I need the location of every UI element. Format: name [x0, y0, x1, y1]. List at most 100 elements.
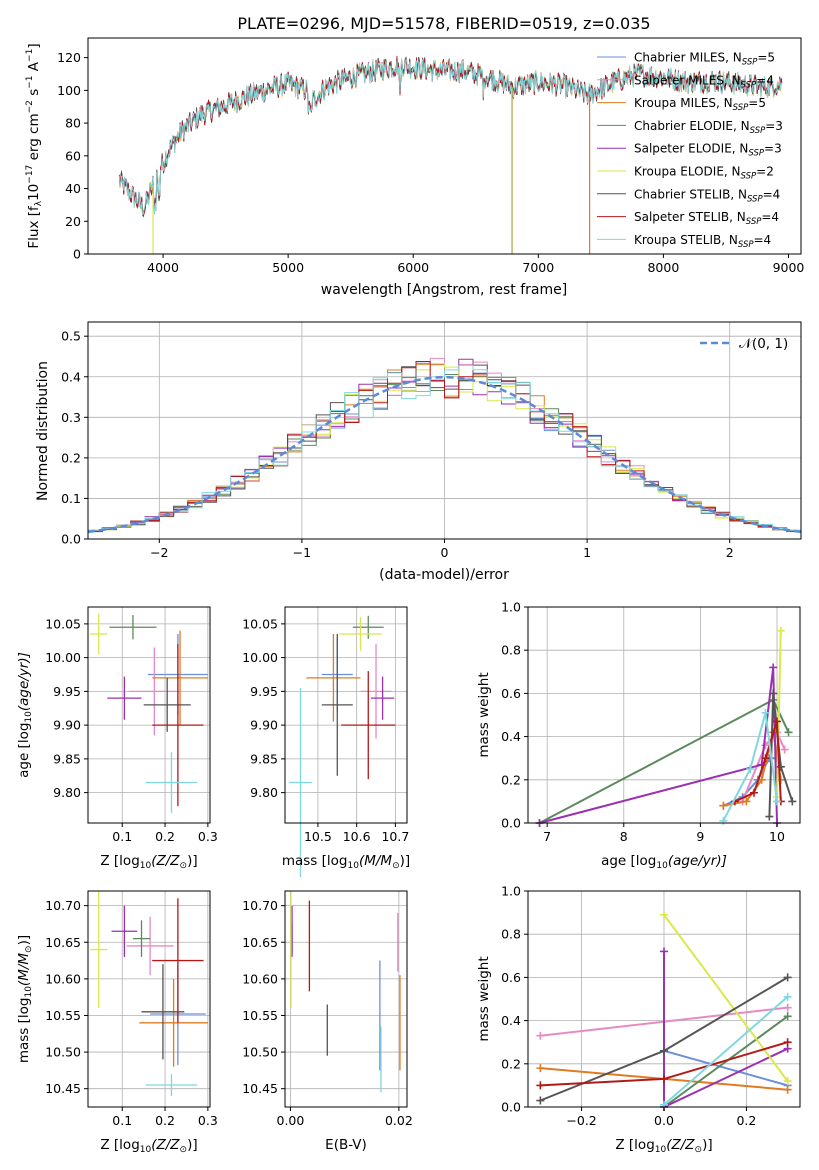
y-tick-label: 0.5	[61, 329, 81, 344]
age-vs-mass-grid	[285, 607, 407, 823]
y-tick-label: 10.45	[242, 1081, 278, 1096]
x-tick-label: 0.0	[654, 1113, 674, 1128]
x-tick-label: 0.3	[198, 829, 218, 844]
y-tick-label: 100	[57, 83, 81, 98]
y-tick-label: 10.65	[242, 935, 278, 950]
weight-marker	[765, 812, 774, 821]
x-tick-label: 6000	[397, 260, 429, 275]
x-tick-label: 4000	[147, 260, 179, 275]
age-vs-Z-axes-frame	[87, 606, 211, 824]
x-tick-label: 8000	[647, 260, 679, 275]
age-vs-mass-panel: 10.5 10.6 10.7 9.809.859.909.9510.0010.05 …	[242, 606, 410, 877]
mass-vs-Z-panel: 0.1 0.2 0.3 10.45 10.50 10.55 10.60 10.65 10.70…	[16, 890, 218, 1155]
y-tick-label: 9.80	[53, 785, 81, 800]
y-tick-label: 10.70	[45, 898, 81, 913]
weight-line	[539, 698, 790, 824]
weight-marker	[660, 910, 668, 919]
weight-marker	[783, 1038, 792, 1047]
y-tick-label: 0.2	[501, 1056, 521, 1071]
weight-marker	[742, 797, 751, 806]
mass-vs-Z-y-ticks: 10.45 10.50 10.55 10.60 10.65 10.70	[45, 898, 88, 1096]
weight-marker	[773, 797, 782, 806]
spectrum-y-label: Flux [fλ10−17 erg cm−2 s−1 A−1]	[25, 43, 44, 248]
y-tick-label: 60	[65, 148, 81, 163]
age-vs-Z-x-ticks: 0.1 0.2 0.3	[112, 823, 218, 844]
y-tick-label: 10.60	[45, 971, 81, 986]
weight-marker	[769, 689, 778, 698]
spectrum-legend: Chabrier MILES, NSSP=5 Salpeter MILES, NS…	[597, 51, 783, 250]
y-tick-label: 9.90	[250, 718, 278, 733]
x-tick-label: 10.7	[381, 829, 409, 844]
x-tick-label: 8	[620, 829, 628, 844]
weight-line	[539, 667, 778, 824]
weight-marker	[784, 728, 793, 737]
weight-marker	[769, 663, 778, 672]
histogram-step	[88, 364, 801, 531]
x-tick-label: 0.1	[112, 829, 132, 844]
x-tick-label: 0.2	[736, 1113, 756, 1128]
weight-marker	[783, 1012, 792, 1021]
weight-vs-Z-y-ticks: 0.0 0.2 0.4 0.6 0.8 1.0	[501, 884, 528, 1115]
mass-vs-EBV-axes-frame	[284, 890, 408, 1108]
x-tick-label: 7	[543, 829, 551, 844]
mass-vs-EBV-panel: 0.00 0.02 10.4510.5010.5510.6010.6510.70 …	[242, 890, 413, 1153]
residual-x-label: (data-model)/error	[379, 567, 509, 583]
y-tick-label: 9.95	[53, 684, 81, 699]
y-tick-label: 10.00	[242, 650, 278, 665]
residual-panel: −2 −1 0 1 2 0.0 0.1 0.2 0.3 0.4 0.5 (data-model)/…	[35, 321, 802, 583]
age-vs-mass-y-ticks: 9.80 9.85 9.90 9.95 10.00 10.05	[242, 616, 285, 800]
y-tick-label: 1.0	[501, 600, 521, 615]
weight-marker	[536, 1096, 545, 1105]
mass-vs-EBV-y-ticks: 10.45 10.50 10.55 10.60 10.65 10.70	[242, 898, 285, 1096]
weight-vs-age-axes-frame	[527, 606, 801, 824]
y-tick-label: 0.8	[501, 643, 521, 658]
spectrum-axes-frame	[87, 37, 802, 255]
age-vs-Z-y-label: age [log10(age/yr)]	[16, 652, 34, 778]
weight-marker	[660, 1046, 668, 1055]
residual-y-ticks: 0.0 0.1 0.2 0.3 0.4 0.5	[61, 329, 88, 547]
legend-entry-label: Salpeter ELODIE, NSSP=3	[634, 142, 782, 159]
weight-marker	[783, 1003, 792, 1012]
y-tick-label: 9.85	[53, 751, 81, 766]
x-tick-label: 7000	[522, 260, 554, 275]
y-tick-label: 10.50	[45, 1045, 81, 1060]
y-tick-label: 0.2	[501, 772, 521, 787]
age-vs-Z-grid	[88, 607, 210, 823]
weight-marker	[719, 816, 728, 825]
weight-vs-age-x-label: age [log10(age/yr)]	[601, 853, 727, 871]
legend-entry-label: Salpeter STELIB, NSSP=4	[634, 210, 779, 227]
weight-marker	[783, 973, 792, 982]
y-tick-label: 0.6	[501, 686, 521, 701]
age-vs-mass-x-ticks: 10.5 10.6 10.7	[304, 823, 409, 844]
age-vs-mass-plot-area	[288, 615, 396, 877]
spectrum-panel: PLATE=0296, MJD=51578, FIBERID=0519, z=0…	[25, 14, 804, 298]
weight-marker	[783, 992, 792, 1001]
age-vs-mass-axes-frame	[284, 606, 408, 824]
x-tick-label: 0.2	[155, 829, 175, 844]
mass-vs-EBV-grid	[285, 891, 407, 1107]
y-tick-label: 80	[65, 116, 81, 131]
y-tick-label: 10.65	[45, 935, 81, 950]
y-tick-label: 10.55	[242, 1008, 278, 1023]
mass-vs-Z-plot-area	[90, 891, 208, 1097]
y-tick-label: 10.00	[45, 650, 81, 665]
x-tick-label: −1	[293, 545, 311, 560]
y-tick-label: 10.70	[242, 898, 278, 913]
y-tick-label: 40	[65, 181, 81, 196]
histogram-step	[88, 361, 801, 532]
legend-entry-label: Kroupa MILES, NSSP=5	[634, 96, 766, 113]
mass-vs-Z-grid	[88, 891, 210, 1107]
residual-plot-area	[87, 357, 802, 534]
y-tick-label: 0.0	[501, 816, 521, 831]
weight-marker	[783, 1085, 792, 1094]
y-tick-label: 0.3	[61, 410, 81, 425]
y-tick-label: 20	[65, 214, 81, 229]
weight-line	[776, 630, 782, 798]
y-tick-label: 1.0	[501, 884, 521, 899]
legend-entry-label: Chabrier STELIB, NSSP=4	[634, 187, 780, 204]
weight-marker	[746, 765, 755, 773]
weight-vs-age-x-ticks: 7 8 9 10	[543, 823, 785, 844]
x-tick-label: 9000	[773, 260, 805, 275]
x-tick-label: 1	[583, 545, 591, 560]
